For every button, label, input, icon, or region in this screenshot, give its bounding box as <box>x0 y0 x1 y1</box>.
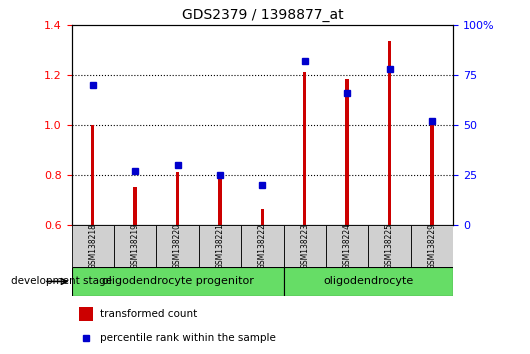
Bar <box>72 225 114 267</box>
Bar <box>134 187 137 225</box>
Bar <box>218 175 222 225</box>
Bar <box>241 225 284 267</box>
Bar <box>199 225 241 267</box>
Text: GSM138221: GSM138221 <box>216 223 224 269</box>
Bar <box>284 225 326 267</box>
Text: GSM138229: GSM138229 <box>428 223 436 269</box>
Text: GSM138224: GSM138224 <box>343 223 351 269</box>
Bar <box>303 72 306 225</box>
Bar <box>411 225 453 267</box>
Bar <box>368 225 411 267</box>
Bar <box>346 79 349 225</box>
Bar <box>261 209 264 225</box>
Bar <box>326 225 368 267</box>
Bar <box>79 307 93 321</box>
Bar <box>430 125 434 225</box>
Bar <box>388 41 391 225</box>
Text: GSM138222: GSM138222 <box>258 223 267 269</box>
Bar <box>284 267 453 296</box>
Bar <box>114 225 156 267</box>
Text: transformed count: transformed count <box>100 309 197 319</box>
Bar <box>72 267 284 296</box>
Text: oligodendrocyte: oligodendrocyte <box>323 276 413 286</box>
Text: oligodendrocyte progenitor: oligodendrocyte progenitor <box>102 276 253 286</box>
Text: GSM138223: GSM138223 <box>301 223 309 269</box>
Text: GSM138225: GSM138225 <box>385 223 394 269</box>
Text: GSM138220: GSM138220 <box>173 223 182 269</box>
Bar <box>91 125 94 225</box>
Text: percentile rank within the sample: percentile rank within the sample <box>100 333 276 343</box>
Bar <box>176 172 179 225</box>
Title: GDS2379 / 1398877_at: GDS2379 / 1398877_at <box>182 8 343 22</box>
Text: development stage: development stage <box>11 276 112 286</box>
Text: GSM138219: GSM138219 <box>131 223 139 269</box>
Bar <box>156 225 199 267</box>
Text: GSM138218: GSM138218 <box>89 223 97 269</box>
